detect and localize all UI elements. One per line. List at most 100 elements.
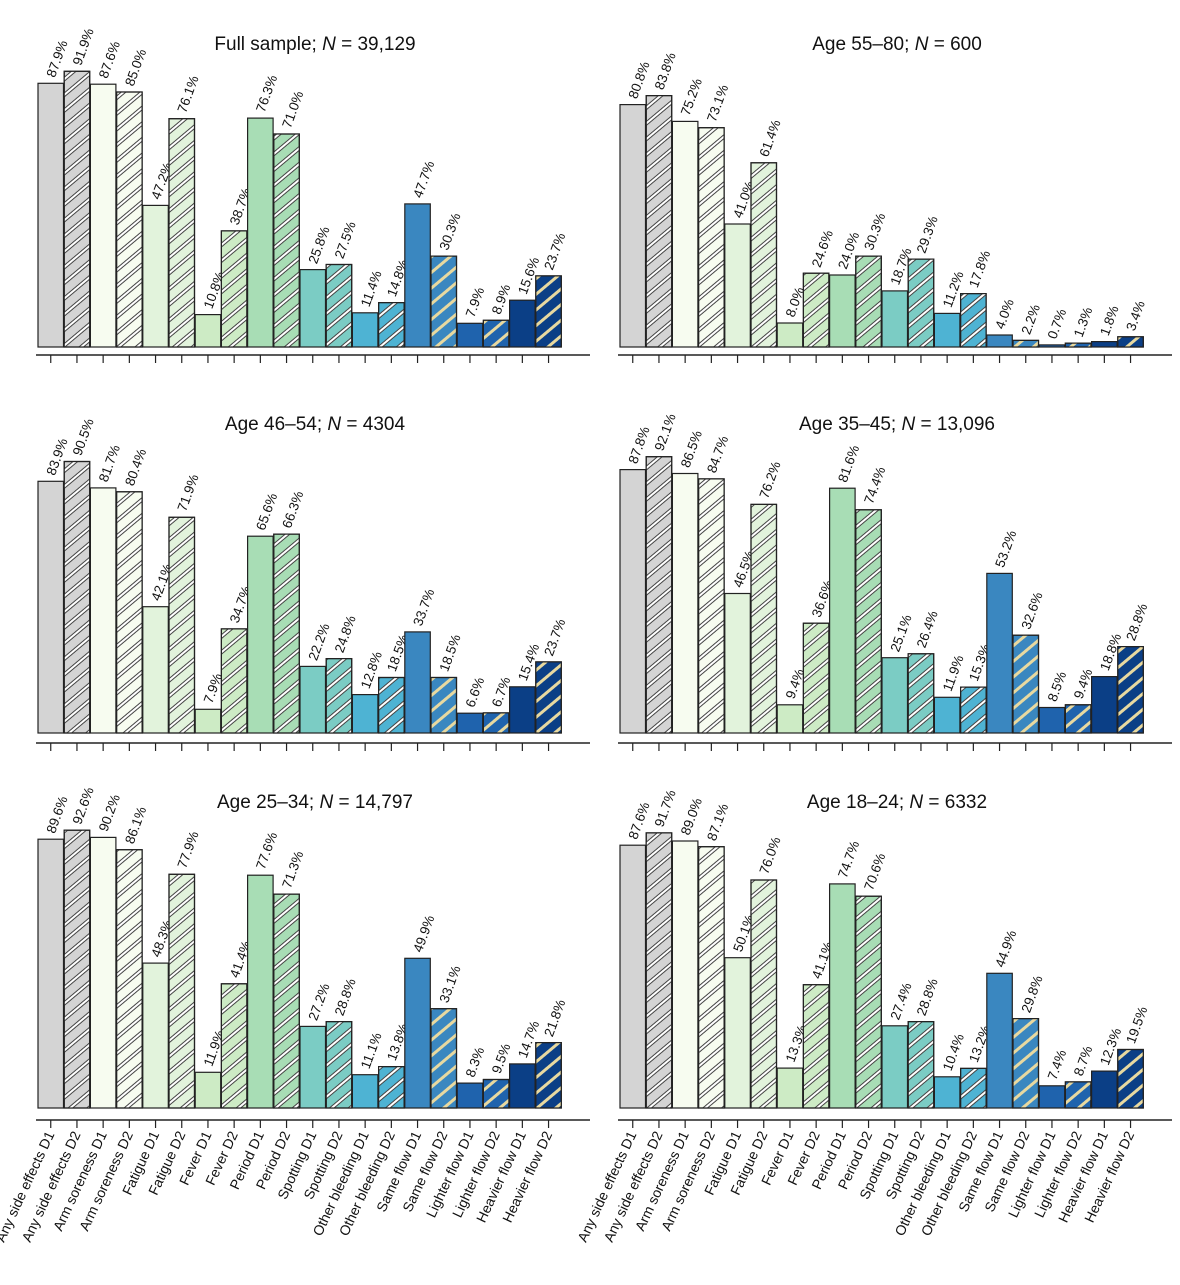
value-label: 81.6%	[835, 443, 862, 484]
bar-hatch-overlay	[535, 661, 562, 734]
bar-spotting-d1	[881, 657, 909, 734]
value-label: 30.3%	[436, 211, 463, 252]
bar-hatch-overlay	[168, 516, 196, 734]
value-label: 86.1%	[122, 805, 149, 846]
bar-hatch-overlay	[63, 829, 91, 1109]
bar-hatch-overlay	[1117, 336, 1144, 348]
bar-hatch-overlay	[697, 846, 725, 1109]
bar-period-d1	[828, 487, 856, 734]
bar-hatch-overlay	[959, 293, 987, 348]
value-label: 49.9%	[410, 913, 437, 954]
bar-arm-soreness-d1	[671, 472, 699, 734]
value-label: 87.6%	[96, 39, 123, 80]
title-n-symbol: N	[327, 414, 341, 435]
value-label: 83.8%	[652, 51, 679, 92]
bar-heavier-flow-d1	[1090, 341, 1118, 348]
value-label: 61.4%	[756, 118, 783, 159]
value-label: 66.3%	[279, 489, 306, 530]
value-label: 8.5%	[1045, 669, 1070, 703]
value-label: 74.7%	[835, 839, 862, 880]
value-label: 89.6%	[43, 794, 70, 835]
title-n-value: = 39,129	[336, 34, 416, 55]
bar-hatch-overlay	[802, 984, 830, 1109]
panel-title: Age 18–24; N = 6332	[807, 792, 987, 813]
bar-same-flow-d1	[404, 957, 431, 1109]
bar-hatch-overlay	[482, 1078, 510, 1109]
value-label: 84.7%	[704, 434, 731, 475]
value-label: 81.7%	[96, 443, 123, 484]
bar-period-d1	[247, 535, 274, 734]
value-label: 0.7%	[1045, 307, 1070, 341]
title-n-symbol: N	[915, 34, 929, 55]
bar-same-flow-d1	[986, 972, 1013, 1109]
value-label: 91.9%	[70, 26, 97, 67]
bar-hatch-overlay	[273, 133, 300, 348]
title-n-symbol: N	[909, 792, 923, 813]
bar-hatch-overlay	[430, 1008, 458, 1109]
value-label: 19.5%	[1123, 1004, 1150, 1045]
bar-same-flow-d1	[986, 572, 1013, 734]
bar-any-side-effects-d1	[37, 838, 65, 1109]
bar-hatch-overlay	[697, 478, 725, 734]
value-label: 73.1%	[704, 83, 731, 124]
bar-fever-d1	[776, 1067, 804, 1109]
value-label: 23.7%	[541, 231, 568, 272]
value-label: 85.0%	[122, 47, 149, 88]
value-label: 80.8%	[625, 60, 652, 101]
value-label: 25.8%	[305, 225, 332, 266]
title-text: Age 46–54;	[225, 414, 327, 435]
value-label: 70.6%	[861, 851, 888, 892]
bar-fever-d1	[776, 704, 804, 734]
bar-fever-d1	[776, 322, 804, 348]
bar-heavier-flow-d1	[509, 686, 536, 734]
bar-same-flow-d1	[404, 631, 431, 734]
bar-hatch-overlay	[1012, 1017, 1040, 1109]
bar-spotting-d1	[299, 1025, 327, 1109]
bar-hatch-overlay	[959, 1067, 987, 1109]
bar-other-bleeding-d1	[933, 696, 961, 734]
bar-hatch-overlay	[1117, 1048, 1144, 1109]
value-label: 32.6%	[1018, 590, 1045, 631]
title-n-symbol: N	[319, 792, 333, 813]
bar-fatigue-d1	[142, 962, 169, 1109]
bar-fever-d1	[194, 708, 222, 734]
value-label: 71.0%	[279, 89, 306, 130]
bar-hatch-overlay	[645, 832, 673, 1109]
bar-hatch-overlay	[750, 503, 778, 734]
value-label: 11.1%	[358, 1031, 385, 1071]
bar-any-side-effects-d1	[37, 480, 65, 734]
bar-hatch-overlay	[855, 255, 882, 348]
bar-fatigue-d1	[142, 606, 169, 734]
bar-hatch-overlay	[1064, 704, 1092, 734]
bar-lighter-flow-d1	[1038, 344, 1066, 348]
title-n-value: = 14,797	[333, 792, 413, 813]
bar-other-bleeding-d1	[933, 1076, 961, 1109]
bar-hatch-overlay	[802, 622, 830, 734]
bar-spotting-d1	[299, 269, 327, 348]
bar-hatch-overlay	[1064, 1081, 1092, 1109]
bar-other-bleeding-d1	[351, 693, 379, 734]
bar-spotting-d1	[881, 290, 909, 348]
bar-heavier-flow-d1	[509, 1063, 536, 1109]
value-label: 33.7%	[410, 587, 437, 628]
bar-hatch-overlay	[535, 1041, 562, 1109]
value-label: 75.2%	[678, 76, 705, 117]
value-label: 21.8%	[541, 998, 568, 1039]
bar-arm-soreness-d1	[89, 83, 117, 348]
value-label: 77.9%	[174, 829, 201, 870]
bar-fatigue-d1	[724, 957, 751, 1109]
value-label: 28.8%	[332, 977, 359, 1018]
bar-period-d1	[828, 274, 856, 348]
value-label: 89.0%	[678, 796, 705, 837]
value-label: 24.6%	[809, 228, 836, 269]
value-label: 74.4%	[861, 465, 888, 506]
bar-fever-d1	[194, 1071, 222, 1109]
panel-title: Age 25–34; N = 14,797	[217, 792, 413, 813]
bar-hatch-overlay	[750, 162, 778, 348]
bar-lighter-flow-d1	[1038, 706, 1066, 734]
title-n-value: = 4304	[341, 414, 405, 435]
bar-hatch-overlay	[168, 873, 196, 1109]
bar-other-bleeding-d1	[933, 312, 961, 348]
